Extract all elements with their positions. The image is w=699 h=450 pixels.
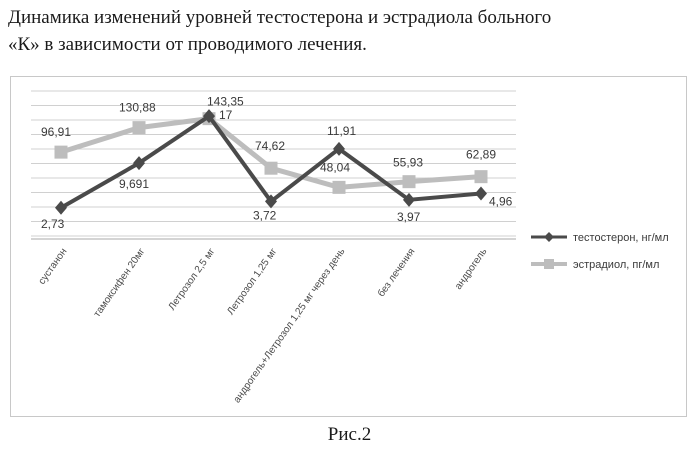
x-tick-label: андрогель (453, 246, 489, 291)
testosterone-data-label: 3,97 (397, 210, 421, 224)
heading-line-1: Динамика изменений уровней тестостерона … (8, 4, 693, 31)
legend-square (544, 259, 554, 269)
x-tick-label: без лечения (375, 246, 417, 299)
legend-label-estradiol: эстрадиол, пг/мл (573, 259, 659, 271)
heading-line-2: «К» в зависимости от проводимого лечения… (8, 31, 693, 58)
chart-frame: 96,91 130,88 143,35 74,62 48,04 55,93 62,89 2,7… (10, 76, 687, 417)
testosterone-point (475, 186, 487, 200)
legend: тестостерон, нг/мл эстрадиол, пг/мл (531, 232, 669, 271)
testosterone-data-label: 11,91 (327, 124, 356, 138)
estradiol-data-label: 96,91 (41, 125, 71, 139)
figure-caption: Рис.2 (0, 424, 699, 446)
x-tick-label: сустанон (37, 246, 70, 286)
legend-diamond (544, 232, 554, 242)
testosterone-data-label: 3,72 (253, 208, 277, 222)
chart-heading: Динамика изменений уровней тестостерона … (8, 4, 693, 58)
testosterone-point (55, 201, 67, 215)
estradiol-point (265, 162, 278, 175)
estradiol-data-label: 143,35 (207, 95, 244, 109)
estradiol-point (333, 181, 346, 194)
testosterone-data-label: 9,691 (119, 177, 149, 191)
estradiol-data-label: 130,88 (119, 101, 156, 115)
estradiol-data-label: 48,04 (320, 160, 350, 174)
estradiol-data-label: 74,62 (255, 139, 285, 153)
x-tick-label: Летрозол 1,25 мг (225, 246, 279, 317)
line-chart: 96,91 130,88 143,35 74,62 48,04 55,93 62,89 2,7… (11, 77, 686, 416)
estradiol-point (133, 121, 146, 134)
estradiol-point (475, 170, 488, 183)
x-tick-label: андрогель+Летрозол 1,25 мг через день (232, 246, 348, 405)
estradiol-point (403, 175, 416, 188)
x-tick-label: тамоксифен 20мг (91, 246, 148, 320)
estradiol-data-label: 55,93 (393, 156, 423, 170)
estradiol-point (55, 146, 68, 159)
x-tick-label: Летрозол 2,5 мг (167, 246, 218, 312)
testosterone-data-label: 2,73 (41, 217, 65, 231)
testosterone-data-label: 4,96 (489, 194, 513, 208)
testosterone-data-label: 17 (219, 108, 233, 122)
estradiol-data-label: 62,89 (466, 148, 496, 162)
legend-label-testosterone: тестостерон, нг/мл (573, 232, 669, 244)
